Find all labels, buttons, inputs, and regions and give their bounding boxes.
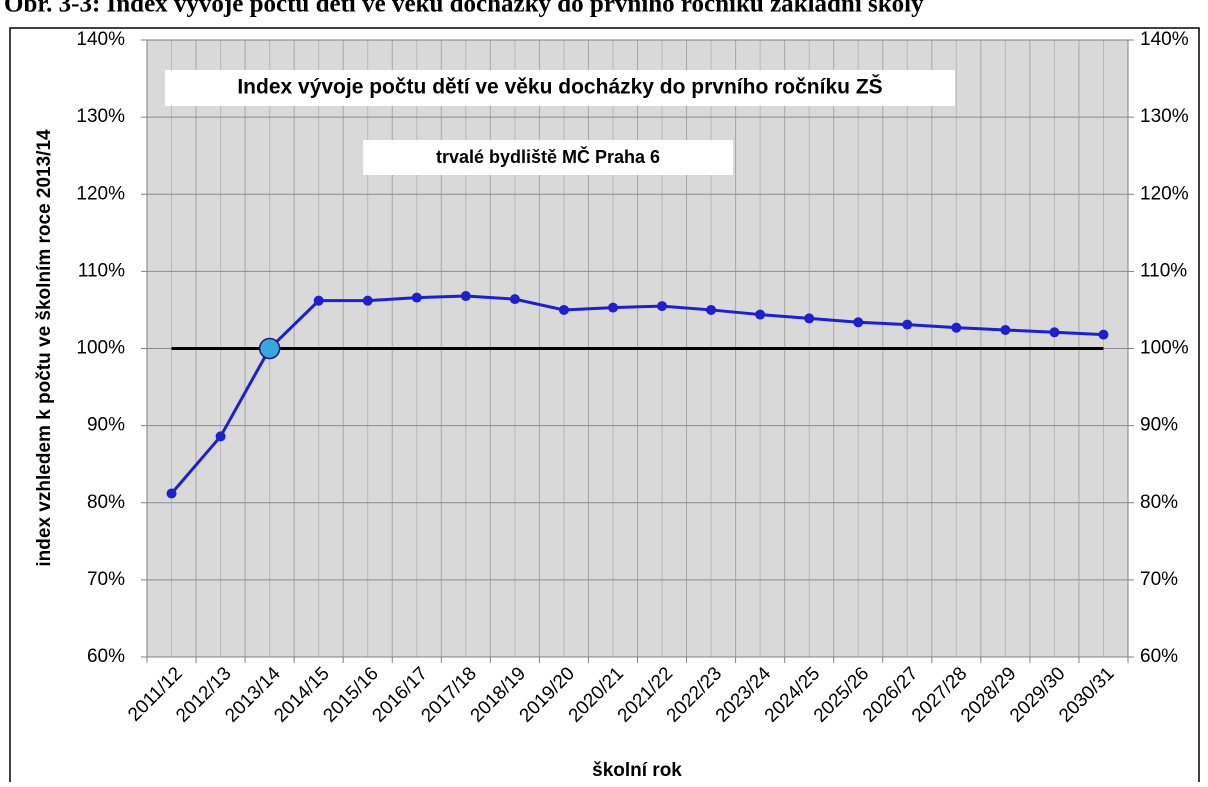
data-point [755,309,766,320]
data-point [460,291,471,302]
data-point [1049,327,1060,338]
data-point [951,322,962,333]
y2-tick-label: 120% [1140,183,1189,204]
y-tick-label: 80% [87,492,125,513]
x-axis-label: školní rok [592,760,682,781]
y2-tick-label: 90% [1140,415,1178,436]
data-point [362,295,373,306]
data-point [804,313,815,324]
data-point [706,304,717,315]
y-tick-label: 110% [78,260,125,281]
y2-tick-label: 110% [1140,260,1187,281]
y2-tick-label: 80% [1140,492,1178,513]
y2-tick-label: 140% [1140,29,1189,50]
y-axis-label: index vzhledem k počtu ve školním roce 2… [34,129,55,567]
chart-subtitle: trvalé bydliště MČ Praha 6 [436,146,660,167]
data-point [607,302,618,313]
data-point [411,292,422,303]
y-tick-label: 90% [87,415,125,436]
data-point [558,304,569,315]
data-point [1098,329,1109,340]
data-point [215,431,226,442]
y-tick-label: 140% [76,29,125,50]
y-tick-label: 100% [76,338,125,359]
data-point [1000,324,1011,335]
y2-tick-label: 60% [1140,646,1178,667]
data-point [166,488,177,499]
data-point [509,294,520,305]
y2-tick-label: 100% [1140,338,1189,359]
subtitle-box [363,140,733,175]
highlight-point [258,337,281,360]
y-tick-label: 70% [87,569,125,590]
y2-tick-label: 130% [1140,106,1189,127]
y-tick-label: 60% [87,646,125,667]
y-tick-label: 130% [76,106,125,127]
plot-area: 60% 70% 80% 90% 100% 110% 120% 130% 140% 60% 70% 80… [76,29,1188,727]
title-box [165,70,955,106]
data-point [853,317,864,328]
y-tick-label: 120% [76,183,125,204]
chart-title: Index vývoje počtu dětí ve věku docházky… [237,75,882,99]
figure-title: Obr. 3-3: Index vývoje počtu dětí ve věk… [4,0,924,18]
data-point [902,319,913,330]
data-point [313,295,324,306]
data-point [657,301,668,312]
y2-tick-label: 70% [1140,569,1178,590]
series-line [170,294,1104,495]
